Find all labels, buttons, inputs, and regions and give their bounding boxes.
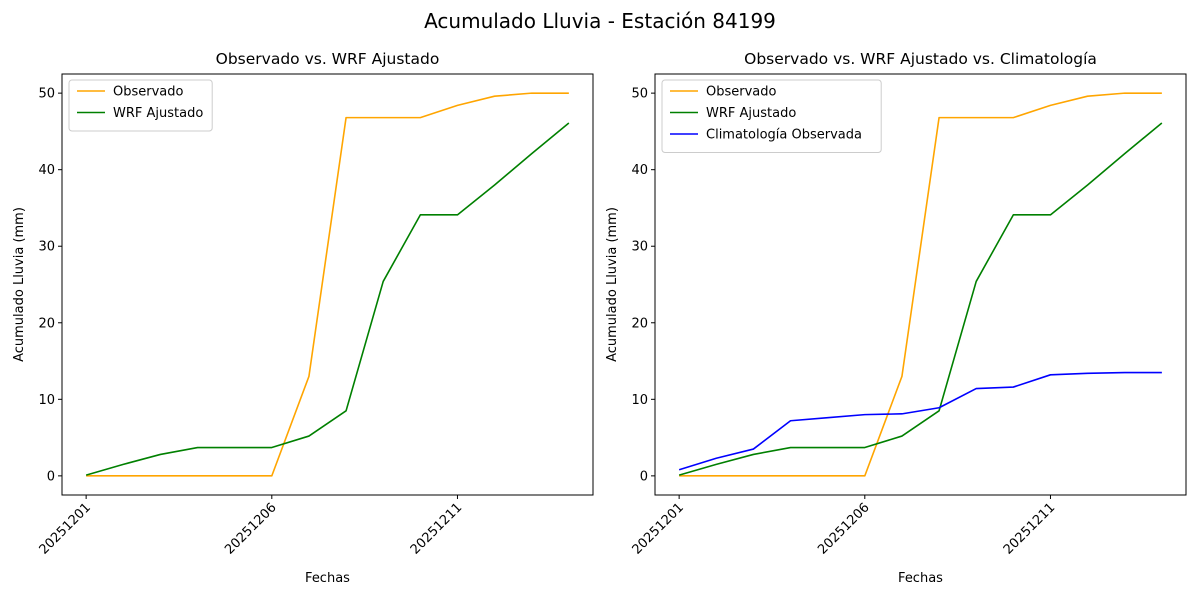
x-tick-label: 20251201 — [630, 500, 687, 557]
chart-title: Observado vs. WRF Ajustado vs. Climatolo… — [744, 50, 1097, 68]
y-tick-label: 10 — [38, 393, 55, 408]
legend: Observado WRF Ajustado — [68, 79, 213, 132]
legend-label-wrf-ajustado: WRF Ajustado — [706, 106, 796, 121]
y-tick-label: 0 — [47, 469, 55, 484]
y-tick-label: 50 — [38, 87, 55, 102]
legend: Observado WRF Ajustado Climatología Observ… — [661, 79, 882, 153]
series-line-observado — [679, 92, 1162, 477]
series-line-climatologia-observada — [678, 371, 1162, 471]
chart-title: Observado vs. WRF Ajustado — [216, 50, 440, 68]
y-tick-label: 0 — [640, 469, 648, 484]
left-chart: Observado vs. WRF Ajustado 0 10 20 30 40 50 202… — [12, 50, 594, 586]
legend-label-observado: Observado — [113, 85, 184, 100]
right-chart: Observado vs. WRF Ajustado vs. Climatolo… — [605, 50, 1187, 586]
x-tick-label: 20251211 — [408, 500, 465, 557]
x-axis-label: Fechas — [898, 571, 943, 586]
x-tick-label: 20251206 — [815, 500, 872, 557]
x-tick-label: 20251206 — [222, 500, 279, 557]
y-tick-label: 30 — [631, 240, 648, 255]
y-tick-label: 20 — [631, 316, 648, 331]
y-tick-label: 10 — [631, 393, 648, 408]
y-axis-label: Acumulado Lluvia (mm) — [605, 207, 620, 362]
x-tick-label: 20251201 — [37, 500, 94, 557]
figure-title: Acumulado Lluvia - Estación 84199 — [424, 9, 776, 33]
series-line-observado — [86, 92, 569, 477]
x-tick-label: 20251211 — [1001, 500, 1058, 557]
legend-label-wrf-ajustado: WRF Ajustado — [113, 106, 203, 121]
y-tick-label: 20 — [38, 316, 55, 331]
y-tick-label: 40 — [631, 163, 648, 178]
y-axis-label: Acumulado Lluvia (mm) — [12, 207, 27, 362]
legend-label-observado: Observado — [706, 85, 777, 100]
plot-frame — [61, 73, 594, 496]
legend-box — [661, 79, 882, 153]
x-axis-label: Fechas — [305, 571, 350, 586]
legend-label-climatologia-observada: Climatología Observada — [706, 128, 862, 143]
y-tick-label: 40 — [38, 163, 55, 178]
y-tick-label: 50 — [631, 87, 648, 102]
y-tick-label: 30 — [38, 240, 55, 255]
series-line-wrf-ajustado — [85, 122, 570, 476]
legend-box — [68, 79, 213, 132]
plot-frame — [654, 73, 1187, 496]
series-line-wrf-ajustado — [678, 122, 1163, 476]
